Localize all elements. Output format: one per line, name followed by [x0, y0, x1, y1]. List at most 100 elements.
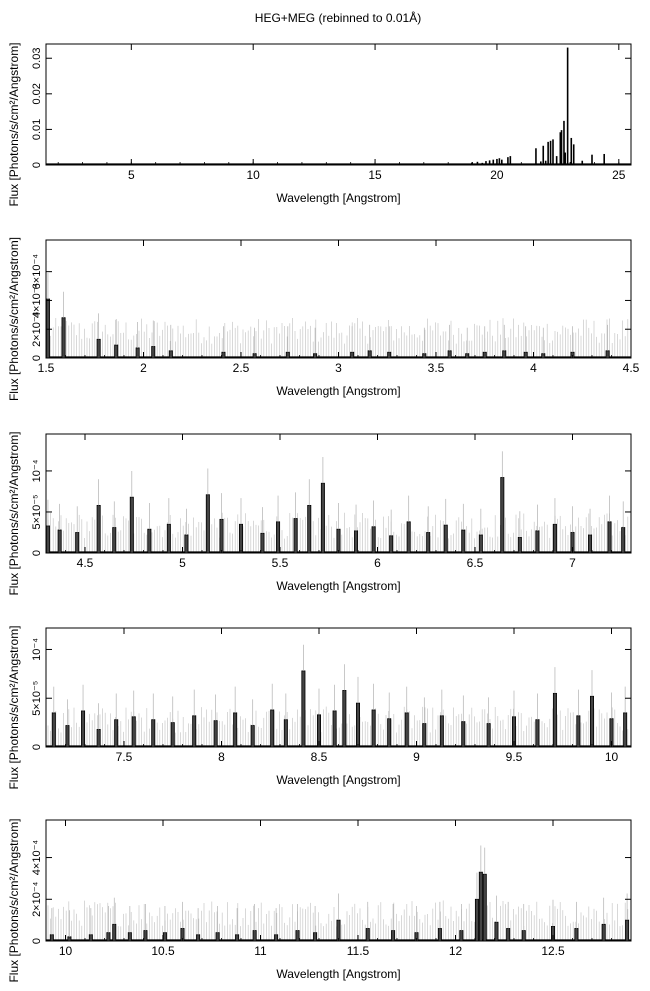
spectrum-bar — [252, 930, 257, 942]
spectrum-bar — [535, 719, 540, 748]
x-tick-label: 5 — [128, 168, 135, 182]
x-axis-label: Wavelength [Angstrom] — [276, 579, 400, 593]
spectrum-bar — [283, 719, 288, 748]
spectrum-bar — [404, 712, 409, 748]
spectrum-bar — [563, 120, 565, 165]
spectrum-bar — [559, 132, 562, 165]
spectrum-bar — [461, 721, 466, 748]
spectrum-bar — [607, 521, 612, 554]
spectrum-bar — [387, 718, 392, 748]
spectrum-bar — [350, 351, 355, 359]
x-tick-label: 10 — [605, 750, 619, 764]
y-axis-label: Flux [Photons/s/cm²/Angstrom] — [7, 237, 21, 401]
y-axis-label: Flux [Photons/s/cm²/Angstrom] — [7, 42, 21, 206]
spectrum-bar — [564, 152, 566, 165]
spectrum-bar — [494, 921, 499, 942]
spectrum-bar — [114, 719, 119, 748]
spectrum-bar — [485, 161, 487, 165]
spectrum-bar — [459, 930, 464, 942]
spectrum-bar — [192, 715, 197, 748]
x-tick-label: 8 — [218, 750, 225, 764]
spectrum-bar — [474, 898, 479, 942]
spectrum-bar — [552, 139, 554, 165]
x-axis-label: Wavelength [Angstrom] — [276, 773, 400, 787]
spectrum-bar — [168, 350, 173, 359]
x-tick-label: 6.5 — [467, 556, 484, 570]
y-axis-label: Flux [Photons/s/cm²/Angstrom] — [7, 818, 21, 982]
spectrum-bar — [588, 534, 593, 554]
spectrum-bar — [517, 537, 522, 554]
spectrum-bar — [129, 496, 134, 554]
spectrum-bar — [135, 347, 140, 359]
spectrum-bar — [486, 723, 491, 748]
y-tick-label: 6×10⁻⁴ — [31, 254, 43, 290]
spectrum-bar — [576, 715, 581, 748]
spectrum-bar — [57, 529, 62, 554]
spectrum-bar — [478, 534, 483, 554]
spectrum-bar — [45, 525, 50, 554]
spectrum-bar — [552, 523, 557, 554]
spectrum-bar — [371, 526, 376, 554]
spectrum-panel-2: 1.5 2 2.5 3 3.5 4 4.5 0 2×10⁻⁴4×10⁻⁴6×10⁻⁴ Wavele… — [7, 237, 640, 401]
spectrum-bar — [355, 702, 360, 748]
spectrum-bar — [235, 934, 240, 942]
spectrum-bar — [215, 932, 220, 942]
x-tick-label: 4 — [530, 361, 537, 375]
x-tick-label: 4.5 — [623, 361, 640, 375]
spectrum-bar — [184, 534, 189, 554]
y-tick-label: 0 — [31, 355, 43, 361]
spectrum-bar — [387, 351, 392, 359]
spectrum-bar — [590, 695, 595, 748]
spectrum-bar — [67, 936, 72, 942]
spectrum-bar — [443, 524, 448, 554]
spectrum-bar — [560, 130, 563, 165]
spectrum-bar — [151, 346, 156, 359]
spectrum-bar — [114, 344, 119, 359]
x-tick-label: 10 — [59, 944, 73, 958]
spectrum-bar — [555, 156, 558, 165]
x-tick-label: 10 — [247, 168, 261, 182]
spectrum-bar — [301, 670, 306, 748]
spectrum-bar — [270, 709, 275, 748]
spectrum-bar — [541, 353, 546, 359]
spectrum-bar — [196, 934, 201, 942]
spectrum-bar — [233, 712, 238, 748]
spectrum-bar — [605, 350, 610, 359]
x-axis-label: Wavelength [Angstrom] — [276, 384, 400, 398]
spectrum-bar — [437, 928, 442, 942]
error-bars — [47, 317, 629, 358]
spectrum-bar — [422, 723, 427, 748]
spectrum-panel-5: 10 10.5 11 11.5 12 12.5 0 2×10⁻⁴ 4×10⁻⁴ Wavelengt… — [7, 818, 632, 983]
spectrum-bar — [439, 715, 444, 748]
spectrum-bar — [623, 712, 628, 748]
spectrum-bar — [426, 532, 431, 554]
spectrum-bar — [131, 716, 136, 748]
spectrum-bar — [422, 353, 427, 359]
spectrum-bar — [295, 930, 300, 942]
spectrum-bar — [591, 154, 593, 165]
spectrum-bar — [313, 353, 318, 359]
spectrum-bar — [552, 692, 557, 748]
spectrum-bar — [625, 919, 630, 942]
spectrum-bar — [581, 160, 584, 165]
spectrum-bar — [601, 923, 606, 942]
spectrum-bar — [506, 928, 511, 942]
y-tick-label: 4×10⁻⁴ — [31, 840, 43, 876]
spectrum-bar — [501, 159, 503, 165]
spectrum-bar — [478, 871, 483, 942]
spectrum-bar — [535, 148, 537, 165]
spectrum-panel-1: 5 10 15 20 25 0 0.01 0.02 0.03 Wavelength [Angstr… — [7, 42, 632, 207]
x-tick-label: 20 — [490, 168, 504, 182]
x-tick-label: 15 — [368, 168, 382, 182]
y-tick-label: 4×10⁻⁴ — [31, 283, 43, 319]
spectrum-bar — [549, 140, 552, 165]
x-axis-label: Wavelength [Angstrom] — [276, 191, 400, 205]
spectrum-bar — [542, 145, 545, 165]
x-tick-label: 9 — [413, 750, 420, 764]
spectrum-bar — [219, 518, 224, 554]
spectrum-bar — [481, 162, 484, 165]
spectrum-bar — [406, 521, 411, 554]
x-tick-label: 6 — [374, 556, 381, 570]
x-tick-label: 3 — [335, 361, 342, 375]
